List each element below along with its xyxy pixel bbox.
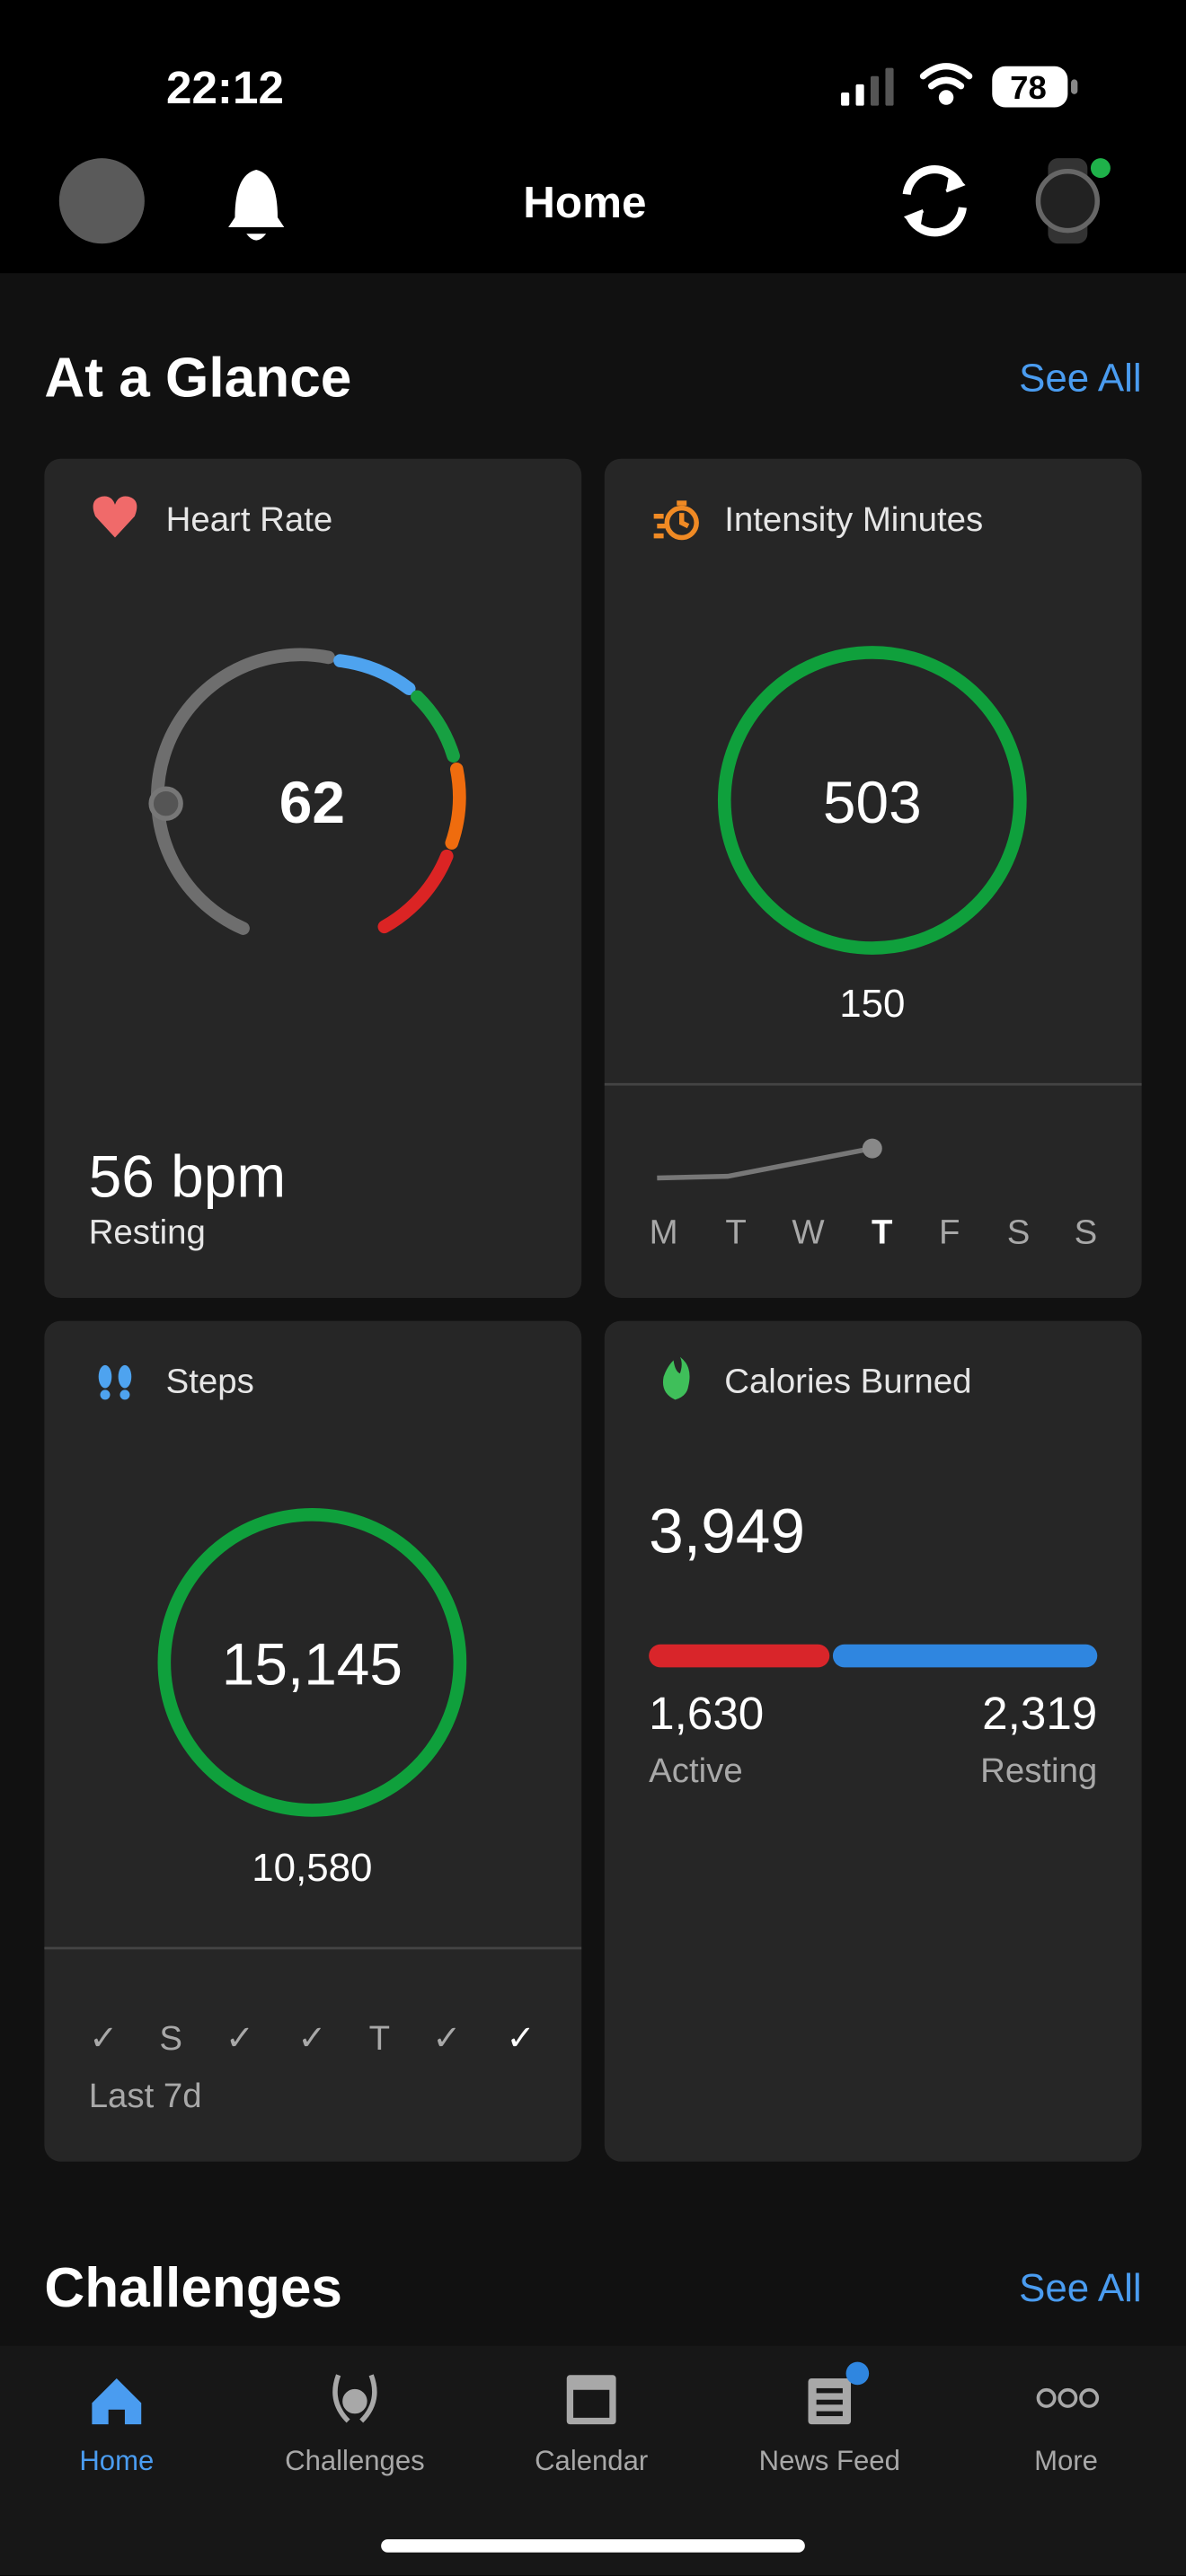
goal-day-row: ✓ S ✓ ✓ T ✓ ✓ [89,2019,535,2058]
weekday-label: S [1007,1213,1031,1251]
card-title: Calories Burned [724,1363,971,1401]
signal-icon [841,67,894,106]
day-status: S [159,2019,182,2058]
weekly-sparkline [657,1145,873,1181]
day-status: ✓ [89,2019,118,2058]
heart-rate-card[interactable] [44,458,582,1298]
sparkline-dot [862,1138,882,1159]
calendar-tab-icon [566,2375,616,2425]
resting-calories-bar [832,1644,1098,1668]
section-title: Challenges [44,2257,342,2319]
weekday-label: F [939,1213,960,1251]
active-calories-label: Active [649,1751,743,1790]
device-icon[interactable] [1035,158,1111,244]
battery-level: 78 [1010,69,1047,106]
steps-card[interactable] [44,1320,582,2162]
resting-calories-label: Resting [980,1751,1097,1790]
gauge-pointer [148,786,183,821]
status-time: 22:12 [166,62,284,113]
intensity-card[interactable] [604,458,1142,1298]
calories-total: 3,949 [649,1496,805,1566]
top-bar-bg [0,0,1186,274]
tab-bar: Home Challenges Calendar News Feed More [79,2445,1098,2476]
tab-label[interactable]: Home [79,2445,154,2476]
card-title: Steps [166,1363,254,1401]
resting-hr-value: 56 bpm [89,1143,286,1210]
notifications-icon[interactable] [228,169,285,241]
weekday-label: M [650,1213,678,1251]
avatar[interactable] [58,158,145,244]
weekday-label: W [792,1213,825,1251]
resting-hr-label: Resting [89,1213,206,1251]
tab-label[interactable]: More [1034,2445,1098,2476]
steps-ring [157,1507,467,1817]
home-indicator [381,2539,805,2553]
wifi-icon [919,63,973,105]
day-status: T [369,2019,390,2058]
more-tab-icon [1036,2387,1100,2408]
day-status: ✓ [297,2019,326,2058]
weekday-label: S [1075,1213,1098,1251]
active-calories-bar [649,1644,830,1668]
day-status: ✓ [226,2019,254,2058]
card-title: Intensity Minutes [724,500,983,539]
card-title: Heart Rate [166,500,333,539]
intensity-goal: 150 [839,982,905,1026]
day-status: ✓ [506,2019,535,2058]
steps-goal: 10,580 [252,1846,372,1890]
tab-label[interactable]: Challenges [285,2445,425,2476]
calories-icon [662,1356,690,1400]
heart-rate-value: 62 [279,769,345,835]
tab-label[interactable]: Calendar [535,2445,648,2476]
battery-tip [1071,79,1078,94]
section-title: At a Glance [44,348,351,410]
steps-period: Last 7d [89,2077,202,2115]
active-calories-value: 1,630 [649,1688,764,1739]
weekday-label: T [872,1213,893,1251]
challenges-tab-icon [332,2374,377,2423]
heart-rate-gauge [151,648,466,935]
heart-icon [93,496,137,538]
news-tab-icon [808,2361,870,2425]
steps-icon [98,1364,132,1400]
intensity-icon [653,500,699,541]
calories-card[interactable] [604,1320,1142,2162]
weekday-label: T [725,1213,746,1251]
header-title: Home [523,178,646,227]
day-status: ✓ [432,2019,461,2058]
intensity-ring [717,646,1027,955]
see-all-link[interactable]: See All [1019,357,1142,401]
battery-icon [992,66,1068,108]
resting-calories-value: 2,319 [982,1688,1097,1739]
home-tab-icon [92,2378,142,2425]
steps-value: 15,145 [222,1631,403,1698]
tab-label[interactable]: News Feed [759,2445,900,2476]
sync-icon[interactable] [902,165,967,237]
see-all-link[interactable]: See All [1019,2266,1142,2310]
intensity-value: 503 [823,769,922,835]
